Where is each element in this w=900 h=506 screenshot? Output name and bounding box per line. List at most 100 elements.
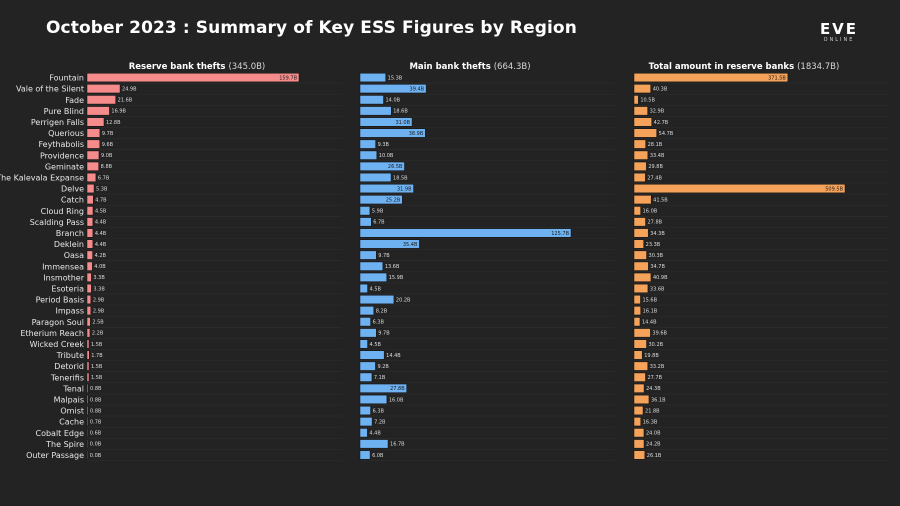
data-label: 18.5B <box>393 175 408 181</box>
bar <box>86 206 94 216</box>
category-label: Querious <box>48 129 84 138</box>
bar <box>359 250 377 260</box>
data-label: 1.5B <box>91 375 103 381</box>
data-label: 12.8B <box>106 120 121 126</box>
eve-online-logo: EVE ONLINE <box>808 22 870 48</box>
data-label: 8.2B <box>376 308 388 314</box>
bar <box>633 84 651 94</box>
data-label: 32.9B <box>650 109 665 115</box>
data-label: 6.3B <box>373 320 385 326</box>
bar <box>359 306 375 316</box>
bar <box>359 428 368 438</box>
data-label: 31.0B <box>395 120 410 126</box>
category-label: Omist <box>60 407 84 416</box>
data-label: 28.1B <box>648 142 663 148</box>
data-label: 4.5B <box>370 286 382 292</box>
bar <box>359 361 376 371</box>
category-label: Tenerifis <box>50 373 84 382</box>
bar <box>359 394 388 404</box>
data-label: 16.0B <box>643 209 658 215</box>
data-label: 9.7B <box>102 131 114 137</box>
data-label: 40.3B <box>653 86 668 92</box>
bar <box>359 261 384 271</box>
bar <box>633 161 647 171</box>
bar <box>86 306 92 316</box>
panel-title-total: (664.3B) <box>494 62 531 72</box>
data-label: 1.5B <box>91 342 103 348</box>
bar <box>633 306 641 316</box>
bar <box>86 184 95 194</box>
data-label: 24.2B <box>646 442 661 448</box>
panel-title: Main bank thefts (664.3B) <box>409 62 530 72</box>
data-label: 13.6B <box>385 264 400 270</box>
data-label: 29.8B <box>648 164 663 170</box>
category-label: Period Basis <box>36 296 84 305</box>
bar <box>633 406 644 416</box>
data-label: 6.7B <box>373 220 385 226</box>
bar <box>633 206 641 216</box>
data-label: 371.5B <box>768 75 786 81</box>
bar <box>86 406 89 416</box>
bar <box>86 228 94 238</box>
data-label: 3.3B <box>93 286 105 292</box>
panel-title: Reserve bank thefts (345.0B) <box>129 62 266 72</box>
data-label: 34.3B <box>650 231 665 237</box>
bar <box>359 239 420 249</box>
bar <box>359 272 387 282</box>
category-label: Catch <box>61 196 84 205</box>
bar <box>359 172 392 182</box>
bar <box>633 372 646 382</box>
data-label: 15.6B <box>642 297 657 303</box>
data-label: 15.3B <box>388 75 403 81</box>
data-label: 10.5B <box>640 98 655 104</box>
data-label: 39.6B <box>652 331 667 337</box>
category-label: The Kalevala Expanse <box>0 173 84 182</box>
bar <box>359 195 403 205</box>
bar <box>86 428 89 438</box>
category-label: Outer Passage <box>26 451 84 460</box>
data-label: 4.4B <box>95 242 107 248</box>
data-label: 9.0B <box>101 153 113 159</box>
data-label: 8.8B <box>101 164 113 170</box>
data-label: 2.5B <box>92 320 104 326</box>
category-label: Malpais <box>54 395 84 404</box>
bar <box>86 172 97 182</box>
bar <box>359 317 371 327</box>
bar <box>86 195 94 205</box>
data-label: 6.0B <box>372 453 384 459</box>
data-label: 20.2B <box>396 297 411 303</box>
bar <box>633 184 846 194</box>
data-label: 10.0B <box>379 153 394 159</box>
category-label: Detorid <box>54 362 84 371</box>
bar <box>633 428 645 438</box>
bar <box>86 439 89 449</box>
data-label: 19.8B <box>644 353 659 359</box>
data-label: 4.0B <box>94 264 106 270</box>
category-label: Pure Blind <box>44 107 84 116</box>
data-label: 27.8B <box>648 220 663 226</box>
data-label: 4.5B <box>370 342 382 348</box>
data-label: 14.4B <box>642 320 657 326</box>
bar <box>359 406 371 416</box>
logo-sub-text: ONLINE <box>823 37 855 43</box>
bar <box>359 228 572 238</box>
data-label: 4.7B <box>95 197 107 203</box>
data-label: 39.4B <box>410 86 425 92</box>
data-label: 1.5B <box>91 364 103 370</box>
category-label: Deklein <box>54 240 84 249</box>
bar <box>633 361 648 371</box>
category-label: Paragon Soul <box>32 318 84 327</box>
data-label: 24.9B <box>122 86 137 92</box>
data-label: 14.0B <box>386 98 401 104</box>
chart-title: October 2023 : Summary of Key ESS Figure… <box>46 18 577 38</box>
bar <box>359 328 377 338</box>
data-label: 6.7B <box>98 175 110 181</box>
bar <box>359 161 405 171</box>
logo-main-text: EVE <box>819 20 859 38</box>
bar <box>633 394 650 404</box>
data-label: 24.3B <box>646 386 661 392</box>
bar <box>359 350 385 360</box>
data-label: 34.7B <box>650 264 665 270</box>
data-label: 31.9B <box>397 186 412 192</box>
data-label: 33.6B <box>650 286 665 292</box>
